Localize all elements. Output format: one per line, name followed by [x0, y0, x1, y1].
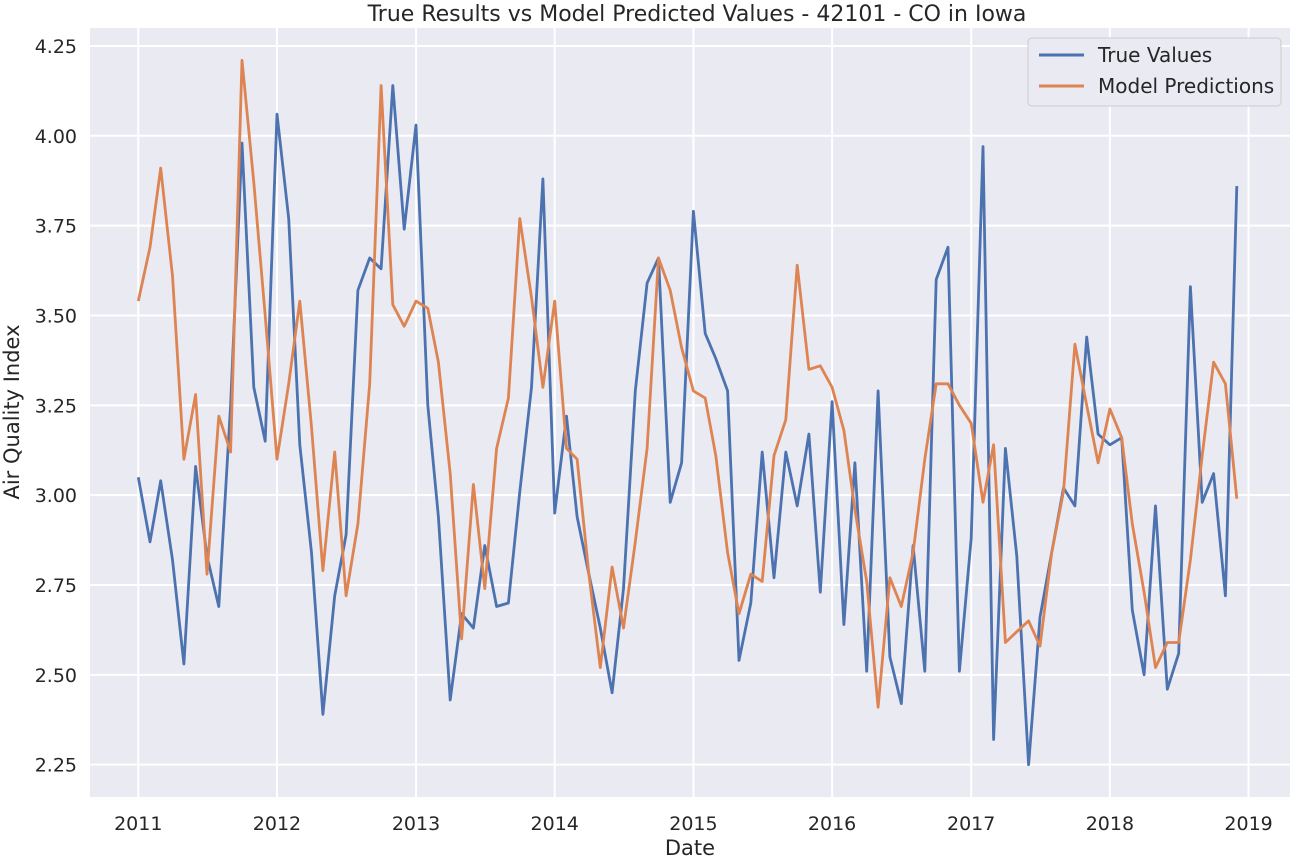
x-tick-label: 2015: [669, 813, 717, 835]
y-axis-label: Air Quality Index: [0, 324, 24, 499]
legend-label: True Values: [1097, 43, 1212, 67]
x-tick-label: 2019: [1224, 813, 1272, 835]
legend: True Values Model Predictions: [1027, 37, 1282, 107]
y-tick-labels: 2.25 2.50 2.75 3.00 3.25 3.50 3.75 4.00 4.25: [35, 36, 77, 777]
y-tick-label: 4.00: [35, 126, 77, 148]
plot-background: [90, 28, 1290, 797]
x-tick-label: 2016: [808, 813, 856, 835]
y-tick-label: 3.75: [35, 216, 77, 238]
x-tick-label: 2011: [114, 813, 162, 835]
x-tick-label: 2018: [1086, 813, 1134, 835]
y-tick-label: 3.50: [35, 305, 77, 327]
series-lines: [136, 58, 1239, 767]
chart-title: True Results vs Model Predicted Values -…: [367, 2, 1027, 27]
y-tick-label: 4.25: [35, 36, 77, 58]
x-tick-label: 2014: [531, 813, 579, 835]
legend-label: Model Predictions: [1098, 74, 1274, 98]
model-predictions-line: [136, 58, 1239, 709]
y-tick-label: 2.25: [35, 755, 77, 777]
x-tick-label: 2013: [392, 813, 440, 835]
x-axis-label: Date: [665, 836, 715, 860]
legend-box: [1027, 37, 1282, 107]
x-tick-labels: 2011 2012 2013 2014 2015 2016 2017 2018 2019: [114, 813, 1273, 835]
y-tick-label: 3.25: [35, 395, 77, 417]
y-tick-label: 2.75: [35, 575, 77, 597]
x-tick-label: 2017: [947, 813, 995, 835]
y-tick-label: 2.50: [35, 665, 77, 687]
y-tick-label: 3.00: [35, 485, 77, 507]
x-tick-label: 2012: [253, 813, 301, 835]
